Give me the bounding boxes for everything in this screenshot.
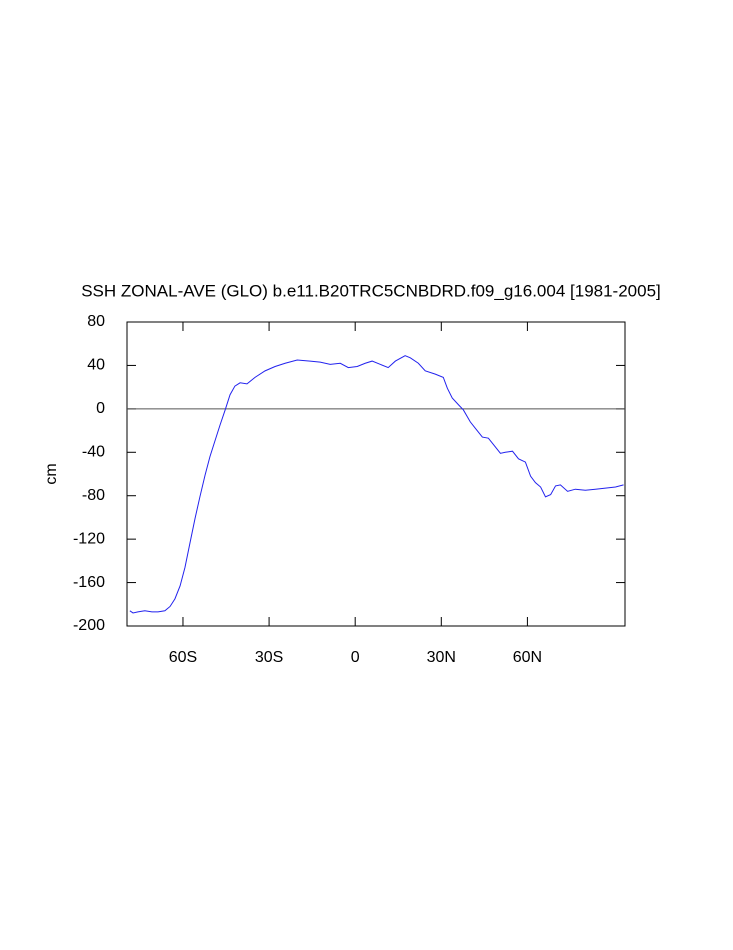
y-tick-label: 40 [87,357,105,374]
x-tick-label: 60S [169,649,197,666]
data-line [129,355,624,614]
x-tick-label: 0 [351,649,360,666]
y-tick-label: 80 [87,313,105,330]
chart-title: SSH ZONAL-AVE (GLO) b.e11.B20TRC5CNBDRD.… [81,281,661,300]
y-tick-label: -160 [73,574,105,591]
y-tick-label: -200 [73,617,105,634]
y-tick-label: -40 [82,444,105,461]
x-tick-label: 30S [255,649,283,666]
y-tick-label: 0 [96,400,105,417]
plot-frame [126,321,626,627]
y-tick-label: -80 [82,487,105,504]
x-tick-label: 60N [513,649,542,666]
y-tick-label: -120 [73,530,105,547]
y-axis-label: cm [43,463,60,484]
x-tick-label: 30N [427,649,456,666]
